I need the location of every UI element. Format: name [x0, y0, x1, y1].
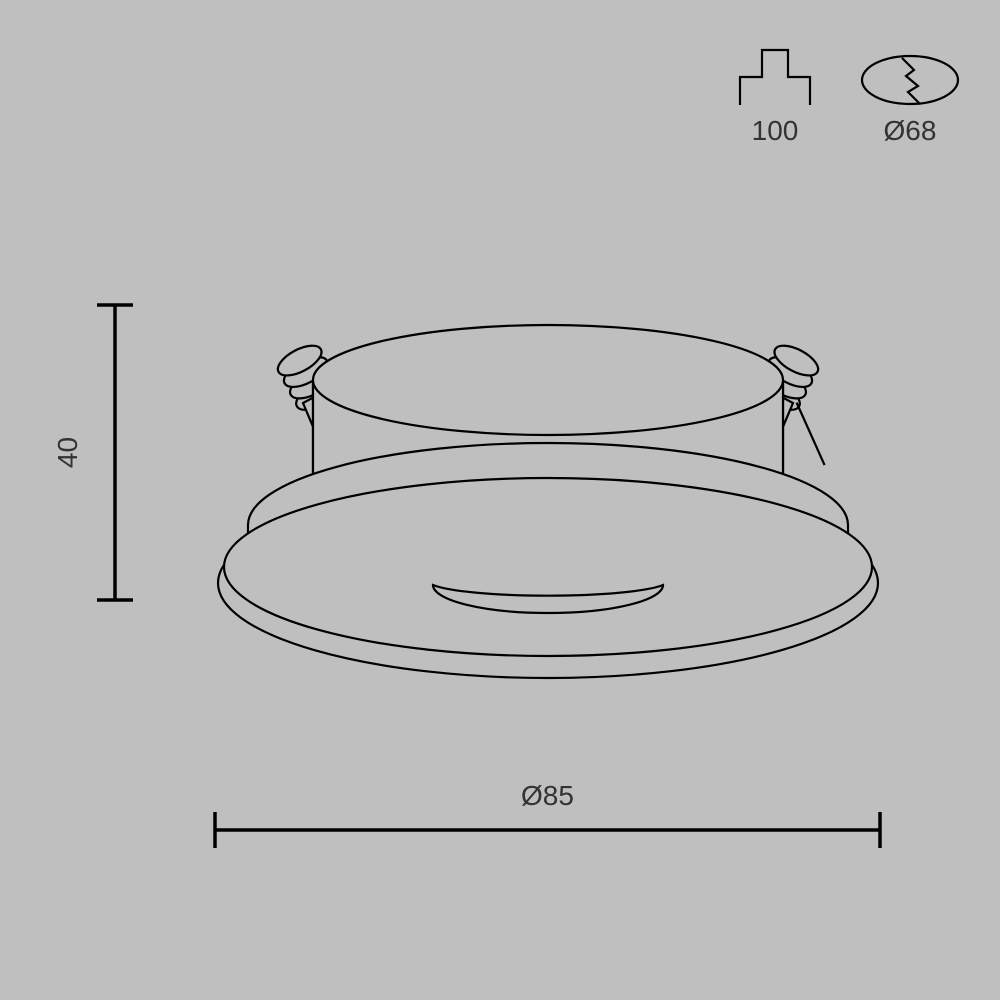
height-dimension-label: 40 — [52, 437, 83, 468]
diameter-dimension-label: Ø85 — [521, 780, 574, 811]
recess-depth-label: 100 — [752, 115, 799, 146]
technical-diagram: 100 Ø68 40 Ø85 — [0, 0, 1000, 1000]
cutout-diameter-label: Ø68 — [884, 115, 937, 146]
downlight-drawing — [218, 316, 878, 681]
